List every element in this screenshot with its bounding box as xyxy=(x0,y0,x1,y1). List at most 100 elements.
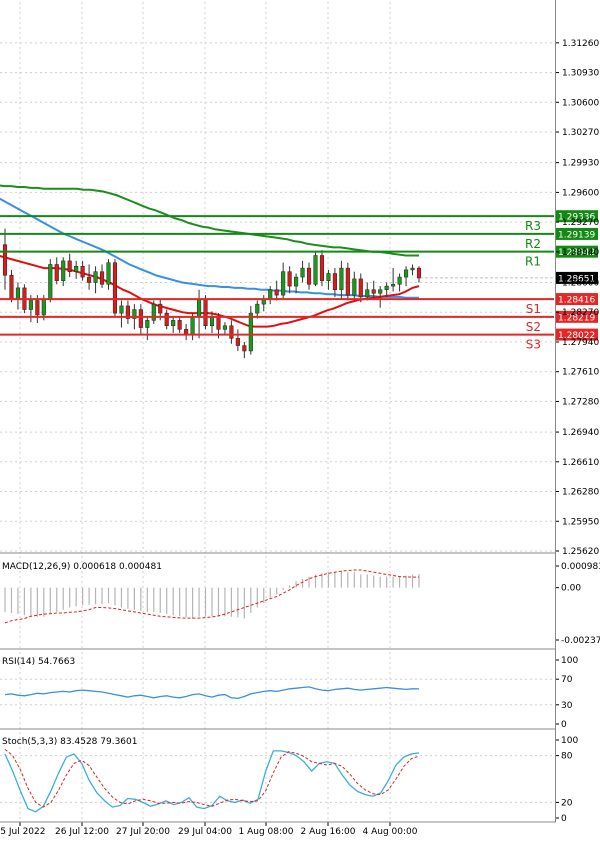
stoch-tick-label: 80 xyxy=(561,752,573,762)
candle xyxy=(274,280,279,301)
ma-green-line xyxy=(0,184,419,257)
price-tick-label: 1.25950 xyxy=(562,517,599,527)
price-tick-label: 1.29600 xyxy=(562,188,599,198)
candle xyxy=(61,257,66,287)
support-resistance-levels: R3 1.29336 R2 1.29139 R1 1.28942 S1 1.28416 S2 1.… xyxy=(0,210,598,352)
candle-body xyxy=(197,298,202,317)
time-label: 1 Aug 08:00 xyxy=(239,827,294,837)
candle-body xyxy=(404,269,409,278)
candle xyxy=(287,266,292,294)
time-label: 26 Jul 12:00 xyxy=(55,827,109,837)
price-panel: R3 1.29336 R2 1.29139 R1 1.28942 S1 1.28416 S2 1.… xyxy=(0,2,599,557)
price-tick-label: 1.28940 xyxy=(562,248,599,258)
candle-body xyxy=(80,266,85,278)
candle xyxy=(87,264,92,290)
candle-body xyxy=(9,275,14,299)
candle xyxy=(164,309,169,330)
rsi-label: RSI(14) 54.7663 xyxy=(2,657,75,667)
candle xyxy=(2,228,8,290)
level-price-label: 1.28022 xyxy=(558,331,595,341)
candle-body xyxy=(151,303,156,321)
candle xyxy=(397,273,402,292)
price-tick-label: 1.26610 xyxy=(562,458,599,468)
candle xyxy=(222,322,227,335)
candle-body xyxy=(203,298,208,326)
price-tick-label: 1.28600 xyxy=(562,279,599,289)
level-badge xyxy=(556,227,598,240)
candle-body xyxy=(332,273,337,290)
level-price-label: 1.28416 xyxy=(558,296,595,306)
time-label: 29 Jul 04:00 xyxy=(178,827,232,837)
stoch-label: Stoch(5,3,3) 83.4528 79.3601 xyxy=(2,737,137,747)
candle-body xyxy=(371,289,376,294)
candle xyxy=(300,260,305,283)
candle xyxy=(416,266,422,283)
candle-body xyxy=(158,303,163,314)
candle xyxy=(48,259,53,303)
price-tick-label: 1.27940 xyxy=(562,338,599,348)
time-label: 2 Aug 16:00 xyxy=(301,827,356,837)
candle xyxy=(106,259,111,290)
candle-body xyxy=(190,316,195,336)
candle-body xyxy=(138,309,143,328)
candle xyxy=(171,316,176,333)
candle-body xyxy=(41,298,46,316)
candle-body xyxy=(345,267,350,296)
stoch-k-line xyxy=(4,750,420,813)
candle-body xyxy=(313,255,318,285)
candle xyxy=(326,269,331,290)
candle-body xyxy=(145,320,150,328)
candle-body xyxy=(67,260,72,272)
macd-tick-label: 0.00 xyxy=(561,584,581,594)
candle xyxy=(93,266,98,294)
price-tick-label: 1.27280 xyxy=(562,397,599,407)
price-tick-label: 1.26940 xyxy=(562,428,599,438)
candle-body xyxy=(319,255,325,281)
level-price-label: 1.29139 xyxy=(558,230,595,240)
candle xyxy=(248,305,253,355)
candle-body xyxy=(171,320,176,326)
candle-body xyxy=(410,267,415,271)
candle-body xyxy=(229,325,234,339)
candle xyxy=(358,273,363,303)
candle-body xyxy=(48,264,53,299)
candle-body xyxy=(35,300,40,316)
candle-body xyxy=(352,278,357,296)
price-tick-label: 1.27610 xyxy=(562,368,599,378)
level-badge xyxy=(556,328,598,341)
candle-body xyxy=(384,285,389,290)
candle-body xyxy=(54,264,59,281)
candle-body xyxy=(255,303,260,314)
candle xyxy=(313,251,318,287)
rsi-line xyxy=(4,686,420,700)
price-tick-label: 1.25620 xyxy=(562,547,599,557)
candle-body xyxy=(378,289,383,294)
candle xyxy=(145,316,150,341)
level-name-s3: S3 xyxy=(526,338,541,352)
candle-body xyxy=(274,289,279,296)
price-tick-label: 1.31260 xyxy=(562,39,599,49)
candle xyxy=(391,268,396,292)
rsi-panel: 100 70 30 0 RSI(14) 54.7663 xyxy=(0,652,578,730)
candle xyxy=(151,300,156,324)
candle xyxy=(378,286,383,308)
candle xyxy=(255,300,260,319)
current-price-badge xyxy=(556,271,598,284)
candle-body xyxy=(326,273,331,281)
level-price-label: 1.28219 xyxy=(558,313,595,323)
candle xyxy=(352,271,357,301)
candle xyxy=(281,262,286,299)
candle xyxy=(177,316,182,333)
candle-body xyxy=(74,266,79,272)
candle-body xyxy=(209,316,215,326)
candle xyxy=(319,250,325,287)
level-badge xyxy=(556,245,598,258)
candle-body xyxy=(339,267,344,290)
macd-tick-label: -0.002375 xyxy=(561,636,600,646)
candle-body xyxy=(2,244,8,276)
candle-body xyxy=(391,284,396,287)
candle xyxy=(80,260,85,281)
price-tick-label: 1.29930 xyxy=(562,159,599,169)
price-tick-label: 1.29270 xyxy=(562,218,599,228)
